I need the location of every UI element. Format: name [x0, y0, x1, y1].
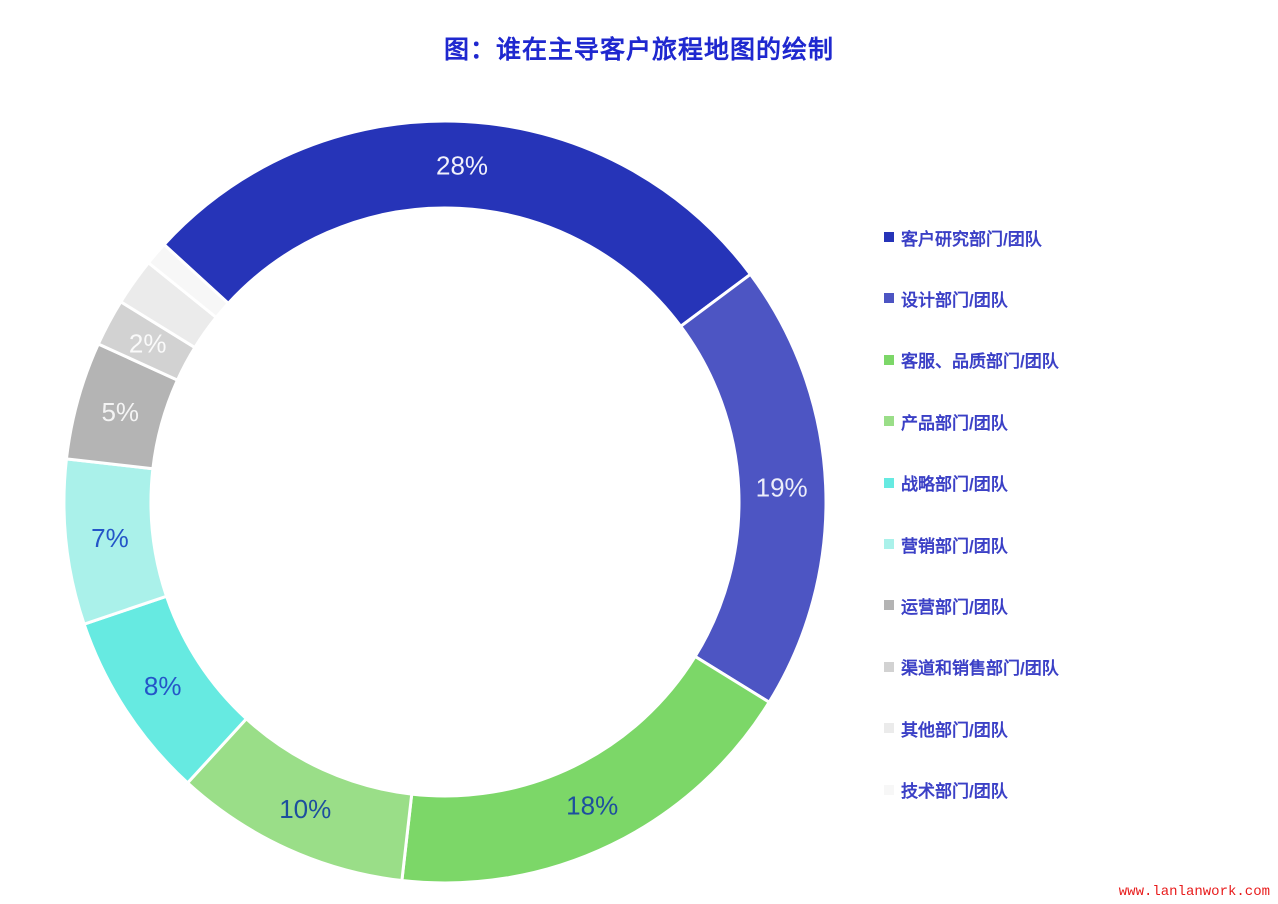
- legend-item-8: 其他部门/团队: [884, 718, 1008, 740]
- segment-label-3: 10%: [279, 794, 331, 824]
- legend-swatch-icon: [884, 477, 894, 488]
- segment-label-2: 18%: [566, 790, 618, 820]
- legend-swatch-icon: [884, 784, 894, 795]
- legend-swatch-icon: [884, 416, 894, 427]
- segment-label-1: 19%: [756, 472, 808, 502]
- legend-label: 运营部门/团队: [901, 597, 1008, 617]
- legend-swatch-icon: [884, 600, 894, 611]
- legend-swatch-icon: [884, 723, 894, 734]
- legend-swatch-icon: [884, 232, 894, 242]
- chart-title: 图：谁在主导客户旅程地图的绘制: [443, 36, 834, 64]
- legend-label: 产品部门/团队: [901, 413, 1008, 433]
- legend-item-7: 渠道和销售部门/团队: [884, 657, 1059, 679]
- legend-swatch-icon: [884, 293, 894, 304]
- segment-label-0: 28%: [436, 151, 488, 181]
- pie-segment-0: [161, 119, 753, 329]
- segment-label-6: 5%: [101, 397, 139, 427]
- legend-label: 客户研究部门/团队: [901, 229, 1042, 249]
- legend-item-3: 产品部门/团队: [884, 411, 1008, 433]
- legend-item-6: 运营部门/团队: [884, 595, 1008, 617]
- pie-segment-9: [146, 242, 231, 320]
- legend-label: 战略部门/团队: [901, 475, 1008, 495]
- legend-item-9: 技术部门/团队: [884, 780, 1008, 802]
- legend-item-4: 战略部门/团队: [884, 473, 1008, 495]
- legend-item-2: 客服、品质部门/团队: [884, 350, 1059, 372]
- legend-item-1: 设计部门/团队: [884, 288, 1008, 310]
- legend-swatch-icon: [884, 539, 894, 549]
- segment-label-4: 8%: [144, 671, 182, 701]
- legend-item-5: 营销部门/团队: [884, 534, 1008, 556]
- legend-swatch-icon: [884, 661, 894, 672]
- legend-label: 技术部门/团队: [901, 782, 1008, 802]
- legend-item-0: 客户研究部门/团队: [884, 227, 1042, 249]
- segment-label-5: 7%: [91, 523, 129, 553]
- pie-segment-2: [400, 654, 772, 885]
- legend-label: 渠道和销售部门/团队: [901, 659, 1059, 679]
- legend-swatch-icon: [884, 354, 894, 365]
- legend-label: 客服、品质部门/团队: [901, 352, 1059, 372]
- segment-label-7: 2%: [129, 328, 167, 358]
- legend-label: 营销部门/团队: [901, 536, 1008, 556]
- legend-label: 其他部门/团队: [901, 720, 1008, 740]
- legend-label: 设计部门/团队: [901, 290, 1008, 310]
- watermark: www.lanlanwork.com: [1118, 884, 1270, 900]
